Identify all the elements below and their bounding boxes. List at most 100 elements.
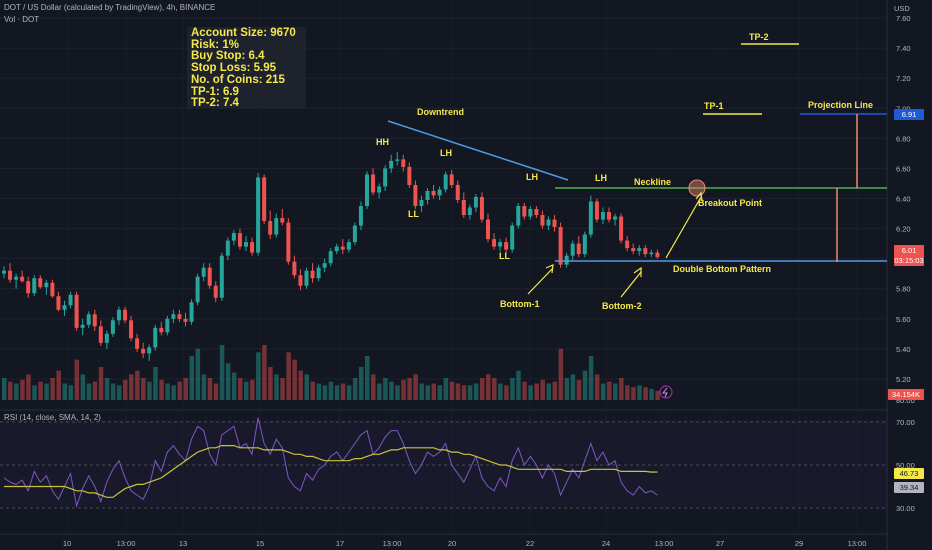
candle[interactable]	[56, 296, 61, 310]
downtrend-line[interactable]	[387, 120, 569, 181]
candle[interactable]	[431, 190, 436, 196]
candle[interactable]	[201, 267, 206, 277]
candle[interactable]	[504, 242, 509, 250]
candle[interactable]	[165, 318, 170, 333]
candle[interactable]	[401, 159, 406, 167]
bottom1-arrow[interactable]	[527, 267, 554, 295]
candle[interactable]	[576, 243, 581, 255]
candle[interactable]	[407, 166, 412, 185]
candle[interactable]	[32, 278, 37, 294]
candle[interactable]	[631, 248, 636, 252]
candle[interactable]	[540, 215, 545, 226]
candle[interactable]	[461, 200, 466, 216]
candle[interactable]	[395, 159, 400, 161]
candle[interactable]	[244, 242, 248, 247]
candle[interactable]	[473, 196, 478, 208]
candle[interactable]	[219, 255, 224, 298]
candle[interactable]	[528, 209, 533, 217]
candle[interactable]	[322, 263, 327, 268]
candle[interactable]	[262, 177, 267, 222]
candle[interactable]	[552, 219, 557, 228]
candle[interactable]	[425, 190, 430, 200]
candle[interactable]	[352, 225, 357, 243]
candle[interactable]	[449, 174, 454, 185]
candle[interactable]	[129, 320, 134, 339]
candle[interactable]	[492, 239, 497, 247]
candle[interactable]	[304, 270, 309, 286]
drawings[interactable]	[387, 43, 887, 399]
rsi-indicator-label[interactable]: RSI (14, close, SMA, 14, 2)	[4, 413, 101, 422]
candle[interactable]	[74, 294, 79, 328]
candle[interactable]	[116, 309, 121, 321]
candle[interactable]	[250, 242, 255, 253]
candle[interactable]	[486, 219, 490, 240]
candle[interactable]	[280, 218, 285, 223]
candle[interactable]	[619, 216, 624, 241]
candle[interactable]	[383, 168, 388, 187]
candle[interactable]	[14, 276, 19, 280]
candle[interactable]	[371, 174, 376, 193]
candle[interactable]	[637, 248, 642, 252]
candle[interactable]	[286, 222, 291, 262]
candle[interactable]	[558, 227, 563, 265]
candle[interactable]	[225, 240, 230, 256]
candle[interactable]	[110, 320, 115, 334]
candle[interactable]	[546, 219, 551, 226]
candle[interactable]	[213, 285, 218, 298]
candle[interactable]	[298, 275, 303, 286]
candle[interactable]	[44, 282, 49, 288]
candle[interactable]	[147, 347, 152, 354]
candle[interactable]	[92, 314, 97, 327]
candle[interactable]	[268, 221, 273, 235]
candle[interactable]	[50, 282, 55, 297]
candle[interactable]	[594, 201, 599, 220]
candle[interactable]	[153, 327, 158, 348]
candle[interactable]	[80, 324, 85, 328]
candle[interactable]	[510, 225, 515, 250]
candle[interactable]	[522, 206, 527, 217]
candle[interactable]	[479, 196, 484, 220]
candle[interactable]	[171, 314, 176, 319]
candle[interactable]	[316, 267, 321, 279]
candle[interactable]	[310, 270, 315, 279]
candle[interactable]	[643, 248, 648, 255]
candle[interactable]	[98, 326, 103, 343]
candle[interactable]	[2, 270, 6, 274]
candle[interactable]	[334, 246, 339, 252]
candle[interactable]	[649, 252, 654, 255]
candle[interactable]	[8, 270, 13, 280]
candle[interactable]	[570, 243, 575, 256]
candle[interactable]	[467, 207, 472, 216]
candle[interactable]	[231, 233, 236, 241]
candle[interactable]	[328, 251, 333, 264]
candle[interactable]	[498, 242, 503, 247]
candle[interactable]	[207, 267, 212, 286]
candle[interactable]	[159, 327, 164, 333]
candle[interactable]	[613, 216, 618, 220]
rsi-pane[interactable]	[0, 417, 887, 509]
candle[interactable]	[607, 212, 611, 220]
candle[interactable]	[20, 276, 25, 282]
candle[interactable]	[274, 218, 279, 235]
breakout-arrow[interactable]	[665, 196, 702, 259]
candle[interactable]	[177, 314, 182, 319]
candle[interactable]	[534, 209, 539, 216]
candle[interactable]	[455, 184, 460, 200]
candle[interactable]	[62, 305, 67, 310]
candle[interactable]	[38, 278, 43, 288]
candle[interactable]	[256, 177, 261, 253]
candle[interactable]	[346, 242, 351, 250]
candle[interactable]	[86, 314, 91, 325]
lightning-icon[interactable]	[659, 385, 673, 399]
candle[interactable]	[625, 240, 630, 249]
rsi-line[interactable]	[3, 417, 658, 508]
candle[interactable]	[377, 186, 382, 193]
candle[interactable]	[183, 318, 188, 322]
candle[interactable]	[443, 174, 448, 190]
candle[interactable]	[237, 233, 242, 247]
trade-info-panel[interactable]: Account Size: 9670 Risk: 1% Buy Stop: 6.…	[187, 27, 306, 109]
breakout-circle[interactable]	[688, 179, 706, 197]
candle[interactable]	[68, 294, 73, 306]
candle[interactable]	[195, 276, 200, 303]
